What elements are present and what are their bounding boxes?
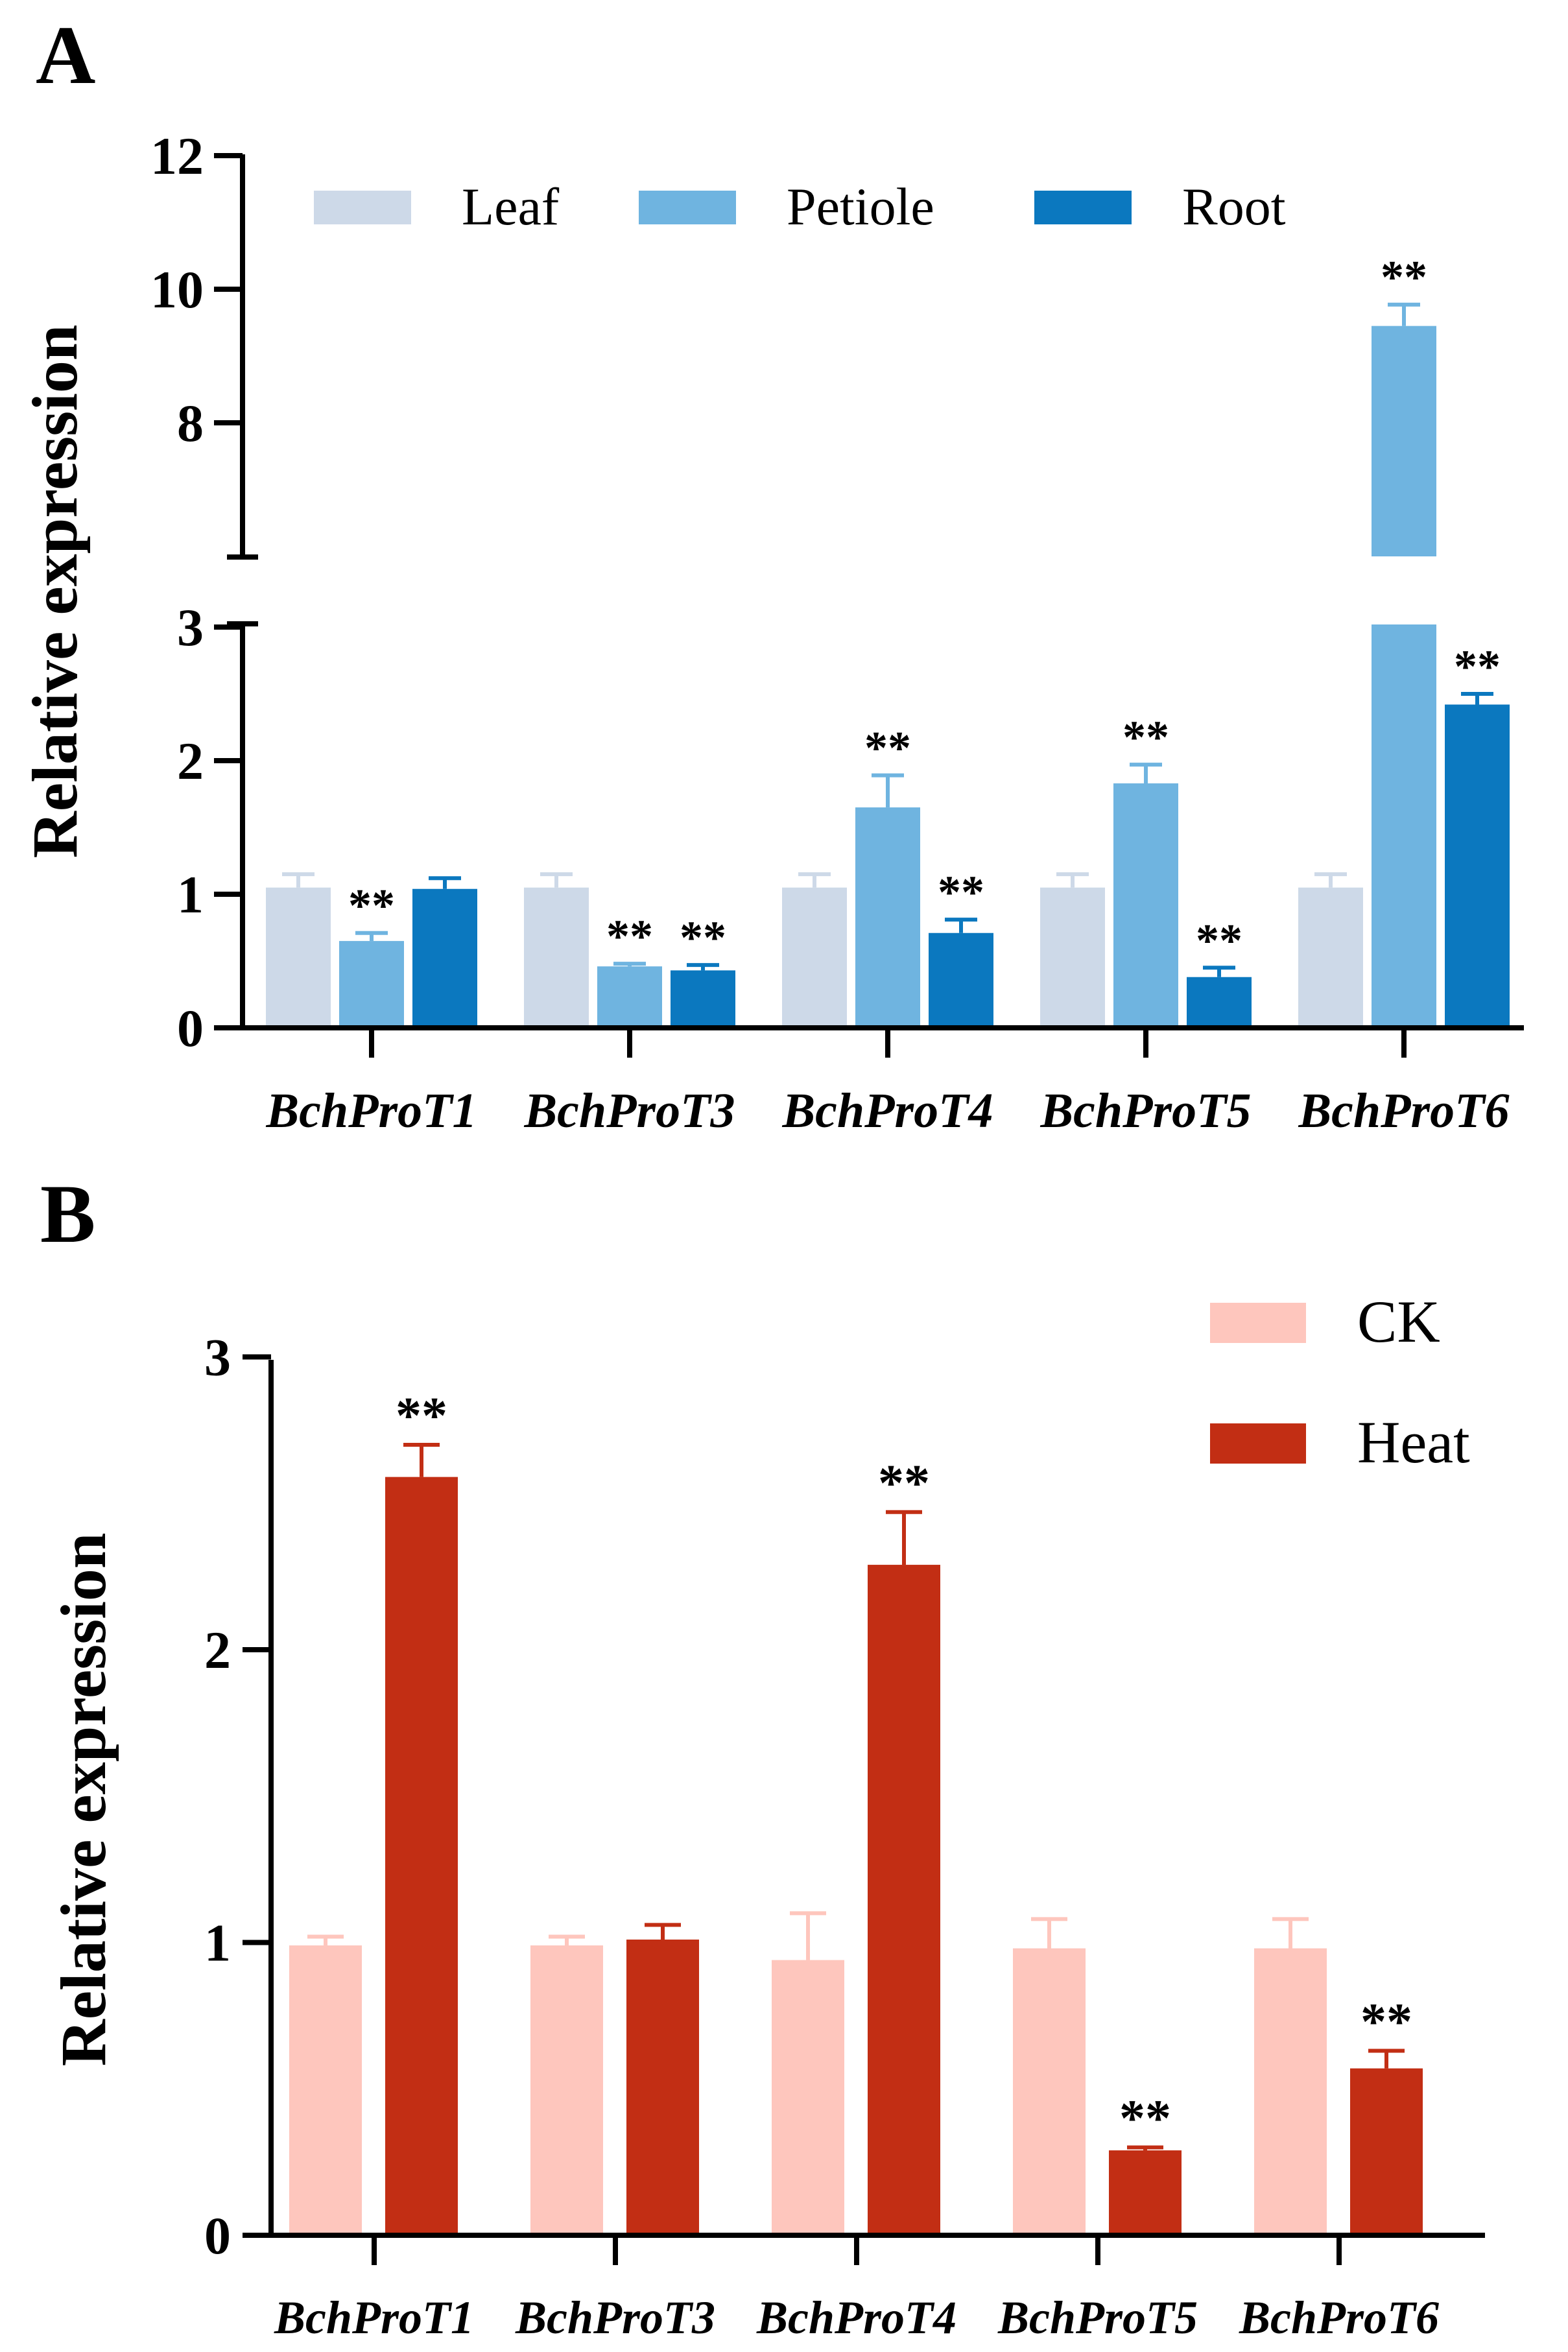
panel-a-label: A bbox=[36, 9, 95, 101]
heat-bar-BchProT5 bbox=[1109, 2150, 1182, 2235]
panel-a-y-tick-label: 3 bbox=[177, 598, 204, 657]
legend-label-petiole: Petiole bbox=[787, 177, 934, 236]
panel-b-y-tick-label: 1 bbox=[204, 1914, 231, 1973]
panel-a-y-tick-label: 0 bbox=[177, 999, 204, 1058]
root-bar-BchProT1 bbox=[412, 888, 477, 1028]
petiole-bar-BchProT4 bbox=[855, 807, 920, 1028]
panel-b-x-tick-label: BchProT5 bbox=[997, 2292, 1198, 2344]
significance-label: ** bbox=[606, 910, 653, 962]
significance-label: ** bbox=[1196, 914, 1242, 966]
legend-swatch-ck bbox=[1210, 1303, 1306, 1343]
panel-a-x-tick-label: BchProT6 bbox=[1298, 1084, 1509, 1138]
panel-b-x-tick-label: BchProT3 bbox=[515, 2292, 715, 2344]
panel-b-y-tick-label: 0 bbox=[204, 2206, 231, 2265]
legend-label-ck: CK bbox=[1357, 1289, 1440, 1355]
ck-bar-BchProT5 bbox=[1013, 1948, 1086, 2235]
panel-a-x-tick-label: BchProT4 bbox=[781, 1084, 993, 1138]
panel-b-x-tick-label: BchProT6 bbox=[1239, 2292, 1439, 2344]
panel-b-bars: ** ** ** ** bbox=[289, 1388, 1423, 2235]
panel-a-y-axis-label: Relative expression bbox=[19, 324, 91, 858]
significance-label: ** bbox=[878, 1455, 930, 1512]
significance-label: ** bbox=[348, 880, 395, 932]
heat-bar-BchProT4 bbox=[868, 1565, 940, 2235]
petiole-bar-BchProT5 bbox=[1113, 783, 1178, 1028]
petiole-bar-BchProT3 bbox=[597, 966, 662, 1028]
legend-label-root: Root bbox=[1182, 177, 1286, 236]
significance-label: ** bbox=[680, 912, 726, 964]
petiole-bar-BchProT6-upper bbox=[1372, 326, 1436, 556]
ck-bar-BchProT6 bbox=[1254, 1948, 1327, 2235]
root-bar-BchProT5 bbox=[1187, 977, 1252, 1028]
panel-b-x-tick-label: BchProT4 bbox=[756, 2292, 956, 2344]
legend-swatch-leaf bbox=[314, 191, 411, 224]
significance-label: ** bbox=[864, 722, 911, 774]
panel-b-legend: CK Heat bbox=[1210, 1289, 1470, 1475]
ck-bar-BchProT1 bbox=[289, 1945, 362, 2235]
petiole-bar-BchProT1 bbox=[339, 941, 404, 1028]
leaf-bar-BchProT1 bbox=[266, 887, 331, 1028]
panel-a: A Relative expression ****** ************… bbox=[19, 9, 1524, 1138]
root-bar-BchProT6 bbox=[1445, 704, 1510, 1028]
panel-a-legend: Leaf Petiole Root bbox=[314, 177, 1286, 236]
panel-b: B Relative expression ** ** ** ** 0 1 2 3 BchPr… bbox=[40, 1168, 1485, 2344]
significance-label: ** bbox=[1123, 711, 1169, 763]
petiole-bar-BchProT6-lower bbox=[1372, 624, 1436, 1028]
legend-label-heat: Heat bbox=[1357, 1409, 1470, 1475]
panel-b-y-tick-label: 3 bbox=[204, 1328, 231, 1387]
ck-bar-BchProT4 bbox=[772, 1960, 844, 2235]
panel-a-y-tick-label: 8 bbox=[177, 394, 204, 453]
leaf-bar-BchProT5 bbox=[1040, 887, 1105, 1028]
significance-label: ** bbox=[396, 1388, 447, 1445]
panel-b-x-tick-label: BchProT1 bbox=[274, 2292, 474, 2344]
legend-swatch-heat bbox=[1210, 1423, 1306, 1464]
heat-bar-BchProT1 bbox=[385, 1477, 458, 2235]
panel-b-label: B bbox=[40, 1168, 95, 1260]
root-bar-BchProT3 bbox=[671, 970, 735, 1028]
significance-label: ** bbox=[1454, 641, 1501, 693]
root-bar-BchProT4 bbox=[929, 932, 993, 1028]
panel-b-y-axis-label: Relative expression bbox=[47, 1532, 119, 2066]
panel-b-axes: 0 1 2 3 BchProT1 BchProT3 BchProT4 BchProT5 BchP… bbox=[204, 1328, 1485, 2344]
panel-a-y-tick-label: 10 bbox=[150, 260, 204, 319]
panel-b-y-tick-label: 2 bbox=[204, 1621, 231, 1680]
heat-bar-BchProT6 bbox=[1350, 2068, 1423, 2235]
legend-swatch-petiole bbox=[639, 191, 736, 224]
significance-label: ** bbox=[1119, 2091, 1171, 2148]
leaf-bar-BchProT4 bbox=[782, 887, 847, 1028]
ck-bar-BchProT3 bbox=[530, 1945, 603, 2235]
panel-a-bars: ** ** ** ** ** ** ** ** ** bbox=[266, 252, 1510, 1028]
leaf-bar-BchProT6 bbox=[1298, 887, 1363, 1028]
significance-label: ** bbox=[1381, 252, 1427, 303]
significance-label: ** bbox=[1360, 1994, 1412, 2051]
heat-bar-BchProT3 bbox=[626, 1939, 699, 2235]
significance-label: ** bbox=[938, 866, 984, 918]
leaf-bar-BchProT3 bbox=[524, 887, 589, 1028]
panel-a-y-tick-label: 12 bbox=[150, 126, 204, 185]
panel-a-y-tick-label: 1 bbox=[177, 865, 204, 924]
panel-a-x-tick-label: BchProT1 bbox=[265, 1084, 477, 1138]
legend-swatch-root bbox=[1034, 191, 1132, 224]
legend-label-leaf: Leaf bbox=[462, 177, 560, 236]
panel-a-y-tick-label: 2 bbox=[177, 731, 204, 790]
panel-a-x-tick-label: BchProT3 bbox=[523, 1084, 735, 1138]
panel-a-x-tick-label: BchProT5 bbox=[1039, 1084, 1251, 1138]
